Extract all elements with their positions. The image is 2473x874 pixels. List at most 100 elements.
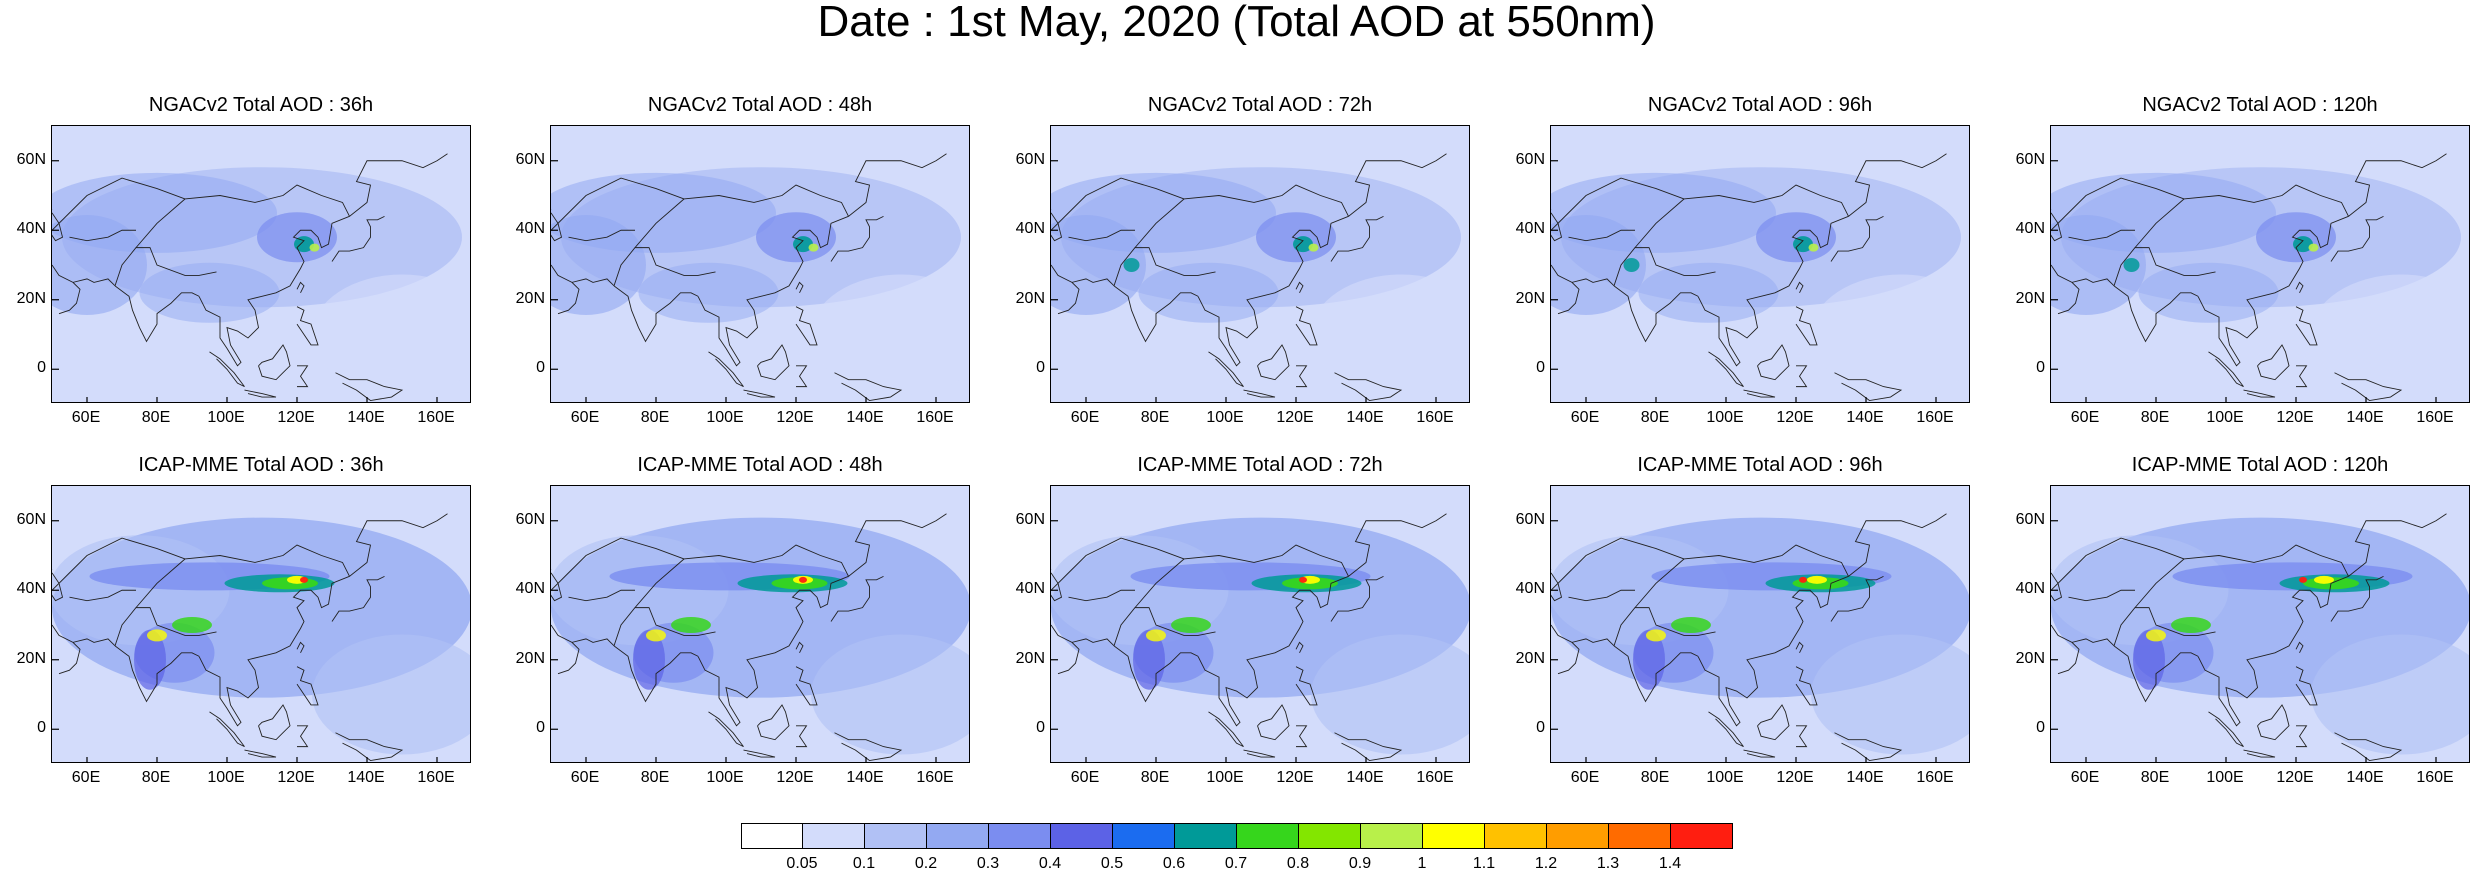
coastline xyxy=(335,372,404,402)
colorbar-swatch xyxy=(1423,823,1485,849)
aod-map xyxy=(2051,126,2469,402)
coastline xyxy=(1295,641,1304,654)
panel-title: NGACv2 Total AOD : 48h xyxy=(647,94,873,116)
coastline xyxy=(1551,177,1685,231)
aod-shading xyxy=(300,576,308,583)
coastline xyxy=(796,725,808,748)
coastline xyxy=(795,666,818,706)
coastline xyxy=(1334,372,1403,402)
aod-shading xyxy=(811,274,969,395)
coastline xyxy=(1208,351,1244,388)
map-panel xyxy=(2050,485,2470,763)
coastline xyxy=(2113,645,2199,703)
colorbar-label: 0.1 xyxy=(852,855,876,872)
coastline xyxy=(2071,638,2115,647)
coastline xyxy=(1708,351,1744,388)
colorbar-label: 1.3 xyxy=(1596,855,1620,872)
lon-tick-label: 120E xyxy=(2276,409,2314,426)
panel-title: ICAP-MME Total AOD : 48h xyxy=(637,454,883,476)
coastline xyxy=(52,624,81,675)
aod-shading xyxy=(139,262,280,323)
coastline xyxy=(2208,711,2244,748)
lat-tick-label: 20N xyxy=(2015,649,2045,667)
coastline xyxy=(261,513,448,657)
aod-shading xyxy=(1646,629,1666,642)
aod-shading xyxy=(2311,634,2469,755)
colorbar-swatch xyxy=(741,823,803,849)
aod-shading xyxy=(638,262,779,323)
coastline xyxy=(1071,278,1115,287)
lon-tick-label: 140E xyxy=(2346,409,2384,426)
coastline xyxy=(331,575,385,622)
aod-shading xyxy=(646,629,666,642)
coastline xyxy=(2197,655,2262,727)
coastline xyxy=(1051,537,1185,591)
coastline xyxy=(2260,513,2447,657)
coastline xyxy=(743,389,776,398)
aod-shading xyxy=(1633,629,1665,690)
coastline xyxy=(571,638,615,647)
coastline xyxy=(1757,704,1790,741)
coastline xyxy=(1613,607,1716,646)
coastline xyxy=(795,306,818,346)
colorbar-swatch xyxy=(865,823,927,849)
panel-title: ICAP-MME Total AOD : 120h xyxy=(2131,454,2389,476)
lon-tick-label: 80E xyxy=(640,409,670,426)
lat-tick-label: 60N xyxy=(16,150,46,168)
aod-shading xyxy=(2171,617,2211,633)
coastline xyxy=(296,641,305,654)
aod-shading xyxy=(811,634,969,755)
coastline xyxy=(1795,281,1804,294)
colorbar-swatch xyxy=(1547,823,1609,849)
aod-map xyxy=(1551,126,1969,402)
coastline xyxy=(209,351,245,388)
lon-tick-label: 120E xyxy=(2276,769,2314,786)
colorbar-swatch xyxy=(1485,823,1547,849)
lat-tick-label: 40N xyxy=(1515,220,1545,238)
lat-tick-label: 60N xyxy=(515,150,545,168)
lon-tick-label: 80E xyxy=(2140,409,2170,426)
coastline xyxy=(1743,389,1776,398)
lon-tick-label: 120E xyxy=(277,769,315,786)
aod-shading xyxy=(756,212,836,263)
coastline xyxy=(2051,537,2185,591)
coastline xyxy=(335,732,404,762)
coastline xyxy=(1208,711,1244,748)
coastline xyxy=(697,295,762,367)
coastline xyxy=(2330,575,2384,622)
aod-shading xyxy=(1811,634,1969,755)
coastline xyxy=(795,281,804,294)
coastline xyxy=(708,351,744,388)
aod-shading xyxy=(1256,212,1336,263)
coastline xyxy=(1551,624,1580,675)
aod-map xyxy=(52,486,470,762)
coastline xyxy=(114,285,200,343)
lat-tick-label: 20N xyxy=(16,649,46,667)
colorbar-swatch xyxy=(927,823,989,849)
coastline xyxy=(613,285,699,343)
map-panel xyxy=(51,485,471,763)
coastline xyxy=(1134,184,1349,248)
lon-tick-label: 60E xyxy=(1570,409,1600,426)
lon-tick-label: 100E xyxy=(207,769,245,786)
coastline xyxy=(1295,281,1304,294)
lon-tick-label: 140E xyxy=(846,769,884,786)
coastline xyxy=(296,666,319,706)
coastline xyxy=(2257,704,2290,741)
coastline xyxy=(135,184,350,248)
lat-tick-label: 60N xyxy=(1515,510,1545,528)
coastline xyxy=(1113,247,1216,286)
panel-title: ICAP-MME Total AOD : 36h xyxy=(138,454,384,476)
coastline xyxy=(1243,389,1276,398)
lat-tick-label: 20N xyxy=(1015,649,1045,667)
coastline xyxy=(2296,725,2308,748)
coastline xyxy=(1551,264,1580,315)
aod-shading xyxy=(2311,274,2469,395)
aod-shading xyxy=(1138,262,1279,323)
colorbar-swatch xyxy=(1361,823,1423,849)
aod-shading xyxy=(312,634,470,755)
lat-tick-label: 20N xyxy=(2015,289,2045,307)
lat-tick-label: 0 xyxy=(1036,719,1045,737)
coastline xyxy=(1613,645,1699,703)
colorbar-label: 0.05 xyxy=(786,855,818,872)
